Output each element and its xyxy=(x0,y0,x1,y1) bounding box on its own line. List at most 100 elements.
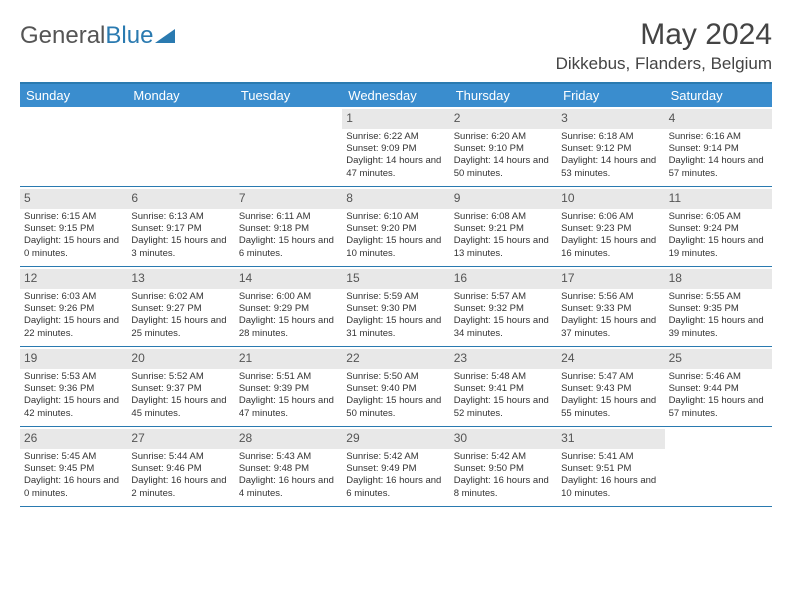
logo-text-gray: General xyxy=(20,22,105,50)
sunset-line: Sunset: 9:15 PM xyxy=(24,223,123,235)
week-row: 26Sunrise: 5:45 AMSunset: 9:45 PMDayligh… xyxy=(20,427,772,507)
sunset-line: Sunset: 9:14 PM xyxy=(669,143,768,155)
day-cell: 30Sunrise: 5:42 AMSunset: 9:50 PMDayligh… xyxy=(450,427,557,506)
day-number: 20 xyxy=(127,349,234,369)
sunset-line: Sunset: 9:39 PM xyxy=(239,383,338,395)
day-cell: 29Sunrise: 5:42 AMSunset: 9:49 PMDayligh… xyxy=(342,427,449,506)
day-cell: 26Sunrise: 5:45 AMSunset: 9:45 PMDayligh… xyxy=(20,427,127,506)
day-cell: 6Sunrise: 6:13 AMSunset: 9:17 PMDaylight… xyxy=(127,187,234,266)
daylight-line: Daylight: 15 hours and 0 minutes. xyxy=(24,235,123,260)
daylight-line: Daylight: 14 hours and 47 minutes. xyxy=(346,155,445,180)
week-row: 12Sunrise: 6:03 AMSunset: 9:26 PMDayligh… xyxy=(20,267,772,347)
day-cell: 7Sunrise: 6:11 AMSunset: 9:18 PMDaylight… xyxy=(235,187,342,266)
sunrise-line: Sunrise: 6:00 AM xyxy=(239,291,338,303)
day-cell: 12Sunrise: 6:03 AMSunset: 9:26 PMDayligh… xyxy=(20,267,127,346)
day-number: 28 xyxy=(235,429,342,449)
day-cell: 2Sunrise: 6:20 AMSunset: 9:10 PMDaylight… xyxy=(450,107,557,186)
sunrise-line: Sunrise: 5:41 AM xyxy=(561,451,660,463)
sunset-line: Sunset: 9:20 PM xyxy=(346,223,445,235)
sunrise-line: Sunrise: 6:06 AM xyxy=(561,211,660,223)
week-row: 5Sunrise: 6:15 AMSunset: 9:15 PMDaylight… xyxy=(20,187,772,267)
daylight-line: Daylight: 15 hours and 31 minutes. xyxy=(346,315,445,340)
day-number: 30 xyxy=(450,429,557,449)
daylight-line: Daylight: 15 hours and 42 minutes. xyxy=(24,395,123,420)
day-number: 15 xyxy=(342,269,449,289)
sunset-line: Sunset: 9:49 PM xyxy=(346,463,445,475)
daylight-line: Daylight: 15 hours and 34 minutes. xyxy=(454,315,553,340)
day-number: 6 xyxy=(127,189,234,209)
sunrise-line: Sunrise: 6:16 AM xyxy=(669,131,768,143)
weekday-label: Saturday xyxy=(665,84,772,107)
day-number: 5 xyxy=(20,189,127,209)
day-cell: 27Sunrise: 5:44 AMSunset: 9:46 PMDayligh… xyxy=(127,427,234,506)
month-title: May 2024 xyxy=(556,18,772,52)
daylight-line: Daylight: 15 hours and 57 minutes. xyxy=(669,395,768,420)
weeks-container: 1Sunrise: 6:22 AMSunset: 9:09 PMDaylight… xyxy=(20,107,772,507)
day-number: 1 xyxy=(342,109,449,129)
day-number: 14 xyxy=(235,269,342,289)
location: Dikkebus, Flanders, Belgium xyxy=(556,54,772,74)
daylight-line: Daylight: 15 hours and 13 minutes. xyxy=(454,235,553,260)
daylight-line: Daylight: 15 hours and 47 minutes. xyxy=(239,395,338,420)
day-cell: 13Sunrise: 6:02 AMSunset: 9:27 PMDayligh… xyxy=(127,267,234,346)
day-cell xyxy=(665,427,772,506)
day-number: 11 xyxy=(665,189,772,209)
sunset-line: Sunset: 9:17 PM xyxy=(131,223,230,235)
day-cell: 9Sunrise: 6:08 AMSunset: 9:21 PMDaylight… xyxy=(450,187,557,266)
daylight-line: Daylight: 15 hours and 6 minutes. xyxy=(239,235,338,260)
day-cell: 1Sunrise: 6:22 AMSunset: 9:09 PMDaylight… xyxy=(342,107,449,186)
day-number: 18 xyxy=(665,269,772,289)
day-number: 12 xyxy=(20,269,127,289)
daylight-line: Daylight: 16 hours and 4 minutes. xyxy=(239,475,338,500)
day-number: 4 xyxy=(665,109,772,129)
sunset-line: Sunset: 9:36 PM xyxy=(24,383,123,395)
weekday-label: Wednesday xyxy=(342,84,449,107)
day-cell: 21Sunrise: 5:51 AMSunset: 9:39 PMDayligh… xyxy=(235,347,342,426)
day-cell: 31Sunrise: 5:41 AMSunset: 9:51 PMDayligh… xyxy=(557,427,664,506)
day-cell: 24Sunrise: 5:47 AMSunset: 9:43 PMDayligh… xyxy=(557,347,664,426)
day-number: 29 xyxy=(342,429,449,449)
sunrise-line: Sunrise: 5:53 AM xyxy=(24,371,123,383)
sunset-line: Sunset: 9:44 PM xyxy=(669,383,768,395)
weekday-label: Tuesday xyxy=(235,84,342,107)
day-number: 7 xyxy=(235,189,342,209)
logo-triangle-icon xyxy=(155,27,177,45)
sunset-line: Sunset: 9:23 PM xyxy=(561,223,660,235)
sunrise-line: Sunrise: 5:42 AM xyxy=(454,451,553,463)
sunrise-line: Sunrise: 5:51 AM xyxy=(239,371,338,383)
daylight-line: Daylight: 15 hours and 25 minutes. xyxy=(131,315,230,340)
day-cell: 25Sunrise: 5:46 AMSunset: 9:44 PMDayligh… xyxy=(665,347,772,426)
daylight-line: Daylight: 15 hours and 52 minutes. xyxy=(454,395,553,420)
sunset-line: Sunset: 9:46 PM xyxy=(131,463,230,475)
day-cell: 19 Sunrise: 5:53 AMSunset: 9:36 PMDayligh… xyxy=(20,347,127,426)
sunrise-line: Sunrise: 6:10 AM xyxy=(346,211,445,223)
calendar: SundayMondayTuesdayWednesdayThursdayFrid… xyxy=(20,82,772,507)
sunset-line: Sunset: 9:50 PM xyxy=(454,463,553,475)
sunset-line: Sunset: 9:10 PM xyxy=(454,143,553,155)
sunrise-line: Sunrise: 6:08 AM xyxy=(454,211,553,223)
daylight-line: Daylight: 14 hours and 57 minutes. xyxy=(669,155,768,180)
sunset-line: Sunset: 9:41 PM xyxy=(454,383,553,395)
weekday-label: Sunday xyxy=(20,84,127,107)
sunset-line: Sunset: 9:51 PM xyxy=(561,463,660,475)
daylight-line: Daylight: 15 hours and 39 minutes. xyxy=(669,315,768,340)
sunrise-line: Sunrise: 6:11 AM xyxy=(239,211,338,223)
sunrise-line: Sunrise: 5:45 AM xyxy=(24,451,123,463)
daylight-line: Daylight: 15 hours and 50 minutes. xyxy=(346,395,445,420)
day-cell: 20Sunrise: 5:52 AMSunset: 9:37 PMDayligh… xyxy=(127,347,234,426)
day-cell: 16Sunrise: 5:57 AMSunset: 9:32 PMDayligh… xyxy=(450,267,557,346)
sunrise-line: Sunrise: 5:52 AM xyxy=(131,371,230,383)
daylight-line: Daylight: 15 hours and 19 minutes. xyxy=(669,235,768,260)
sunrise-line: Sunrise: 5:57 AM xyxy=(454,291,553,303)
sunset-line: Sunset: 9:37 PM xyxy=(131,383,230,395)
sunset-line: Sunset: 9:09 PM xyxy=(346,143,445,155)
day-cell xyxy=(127,107,234,186)
sunset-line: Sunset: 9:30 PM xyxy=(346,303,445,315)
sunset-line: Sunset: 9:35 PM xyxy=(669,303,768,315)
day-number: 3 xyxy=(557,109,664,129)
day-cell: 4 Sunrise: 6:16 AMSunset: 9:14 PMDaylight… xyxy=(665,107,772,186)
day-cell: 3Sunrise: 6:18 AMSunset: 9:12 PMDaylight… xyxy=(557,107,664,186)
day-number: 19 xyxy=(20,349,127,369)
day-number: 9 xyxy=(450,189,557,209)
logo: GeneralBlue xyxy=(20,18,177,50)
